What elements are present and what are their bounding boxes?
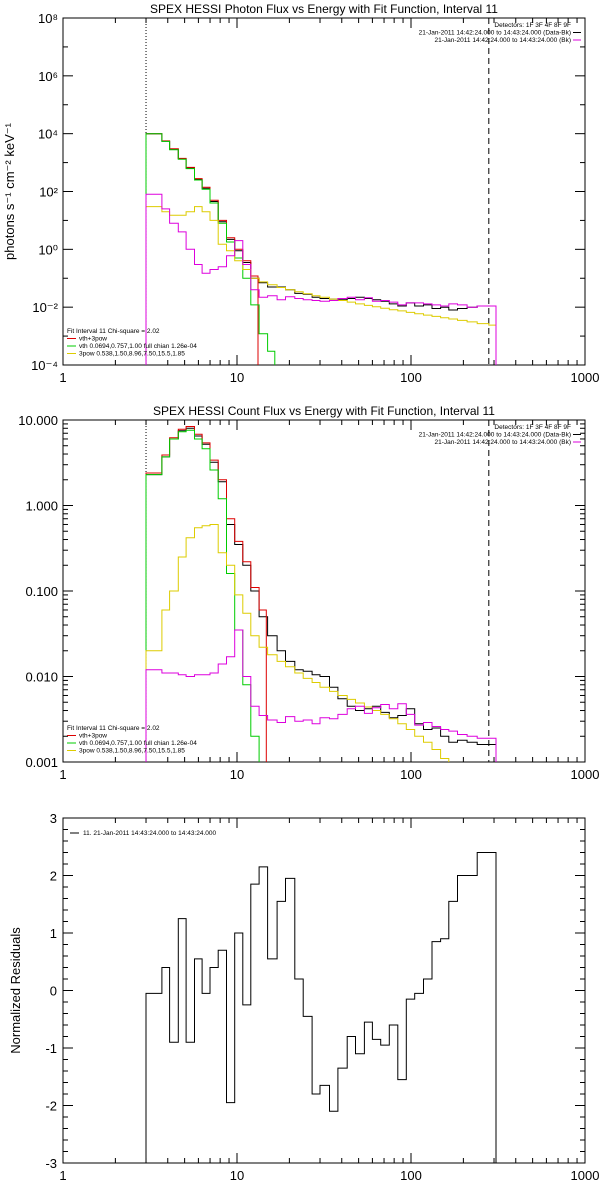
plot-frame bbox=[62, 817, 586, 1164]
series-line-data-bk bbox=[145, 133, 497, 365]
series-line-11-21-jan-2011-14-43-24-000-to-14-43-24-000 bbox=[145, 852, 497, 1163]
legend-bottomleft-entry: Fit Interval 11 Chi-square = 2.02 bbox=[67, 725, 160, 732]
y-tick-label: 1 bbox=[50, 926, 57, 941]
plot-frame bbox=[62, 17, 586, 366]
y-tick-label: 10² bbox=[39, 185, 58, 200]
series-group bbox=[145, 426, 497, 762]
y-tick-label: 3 bbox=[50, 811, 57, 826]
y-tick-label: 0 bbox=[50, 984, 57, 999]
y-tick-label: 2 bbox=[50, 869, 57, 884]
chart-panel-photon: SPEX HESSI Photon Flux vs Energy with Fi… bbox=[2, 2, 599, 385]
y-tick-label: 1.000 bbox=[25, 499, 58, 514]
legend-topright-entry: 21-Jan-2011 14:42:24.000 to 14:43:24.000… bbox=[435, 439, 571, 446]
x-tick-label: 1 bbox=[59, 1168, 66, 1183]
x-tick-label: 100 bbox=[400, 1168, 422, 1183]
y-tick-label: 0.001 bbox=[25, 755, 58, 770]
y-tick-label: -2 bbox=[45, 1099, 57, 1114]
legend-topright-entry: Detectors: 1F 3F 4F 8F 9F bbox=[494, 22, 571, 29]
chart-title: SPEX HESSI Photon Flux vs Energy with Fi… bbox=[150, 2, 498, 16]
chart-panel-count: SPEX HESSI Count Flux vs Energy with Fit… bbox=[18, 404, 600, 782]
y-tick-label: 10⁻² bbox=[32, 300, 58, 315]
y-tick-label: 10⁶ bbox=[38, 69, 58, 84]
series-line-vth bbox=[145, 429, 267, 762]
x-tick-label: 100 bbox=[400, 767, 422, 782]
y-tick-label: 10⁴ bbox=[38, 127, 58, 142]
legend-topright-entry: 21-Jan-2011 14:42:24.000 to 14:43:24.000… bbox=[435, 37, 571, 44]
y-tick-label: 10⁰ bbox=[38, 242, 58, 257]
y-tick-label: 10⁸ bbox=[38, 11, 58, 26]
series-line-data-bk bbox=[145, 427, 497, 762]
legend-bottomleft-entry: 3pow 0.538,1.50,8.96,7.50,15.5,1.85 bbox=[79, 351, 185, 358]
plot-frame bbox=[62, 419, 586, 763]
series-line-3pow bbox=[145, 524, 497, 762]
legend-topleft-entry: 11. 21-Jan-2011 14:43:24.000 to 14:43:24… bbox=[83, 830, 217, 837]
legend-bottomleft-entry: 3pow 0.538,1.50,8.96,7.50,15.5,1.85 bbox=[79, 748, 185, 755]
y-axis-label: photons s⁻¹ cm⁻² keV⁻¹ bbox=[2, 122, 17, 260]
x-tick-label: 10 bbox=[230, 1168, 244, 1183]
legend-bottomleft-entry: vth+3pow bbox=[79, 733, 107, 740]
x-tick-label: 10 bbox=[230, 370, 244, 385]
x-tick-label: 1000 bbox=[571, 1168, 600, 1183]
series-group bbox=[145, 852, 497, 1163]
legend-topright-entry: Detectors: 1F 3F 4F 8F 9F bbox=[494, 424, 571, 431]
y-axis-label: Normalized Residuals bbox=[8, 927, 23, 1054]
x-tick-label: 1 bbox=[59, 370, 66, 385]
x-tick-label: 100 bbox=[400, 370, 422, 385]
series-group bbox=[145, 133, 497, 365]
series-line-3pow bbox=[145, 206, 497, 365]
legend-topright-entry: 21-Jan-2011 14:42:24.000 to 14:43:24.000… bbox=[419, 30, 571, 37]
series-line-bk bbox=[145, 193, 497, 365]
legend-bottomleft-entry: vth+3pow bbox=[79, 336, 107, 343]
y-tick-label: -1 bbox=[45, 1041, 57, 1056]
legend-bottomleft-entry: Fit Interval 11 Chi-square = 2.02 bbox=[67, 328, 160, 335]
y-tick-label: 10⁻⁴ bbox=[31, 358, 58, 373]
series-line-bk bbox=[145, 629, 497, 762]
series-line-vth-3pow bbox=[145, 133, 259, 365]
legend-topright-entry: 21-Jan-2011 14:42:24.000 to 14:43:24.000… bbox=[419, 432, 571, 439]
x-tick-label: 10 bbox=[230, 767, 244, 782]
x-tick-label: 1 bbox=[59, 767, 66, 782]
y-tick-label: 0.100 bbox=[25, 584, 58, 599]
y-tick-label: 10.000 bbox=[18, 413, 58, 428]
x-tick-label: 1000 bbox=[571, 370, 600, 385]
chart-panel-resid: Normalized Residuals 1 10 100 1000 -3 -2 -1 0 1 2 3… bbox=[8, 811, 599, 1183]
x-tick-label: 1000 bbox=[571, 767, 600, 782]
series-line-vth bbox=[145, 133, 276, 365]
legend-bottomleft-entry: vth 0.0694,0.757,1.00 full chian 1.26e-0… bbox=[79, 343, 197, 350]
y-tick-label: 0.010 bbox=[25, 670, 58, 685]
chart-title: SPEX HESSI Count Flux vs Energy with Fit… bbox=[153, 404, 495, 418]
series-line-vth-3pow bbox=[145, 426, 267, 762]
legend-bottomleft-entry: vth 0.0694,0.757,1.00 full chian 1.26e-0… bbox=[79, 740, 197, 747]
y-tick-label: -3 bbox=[45, 1156, 57, 1171]
